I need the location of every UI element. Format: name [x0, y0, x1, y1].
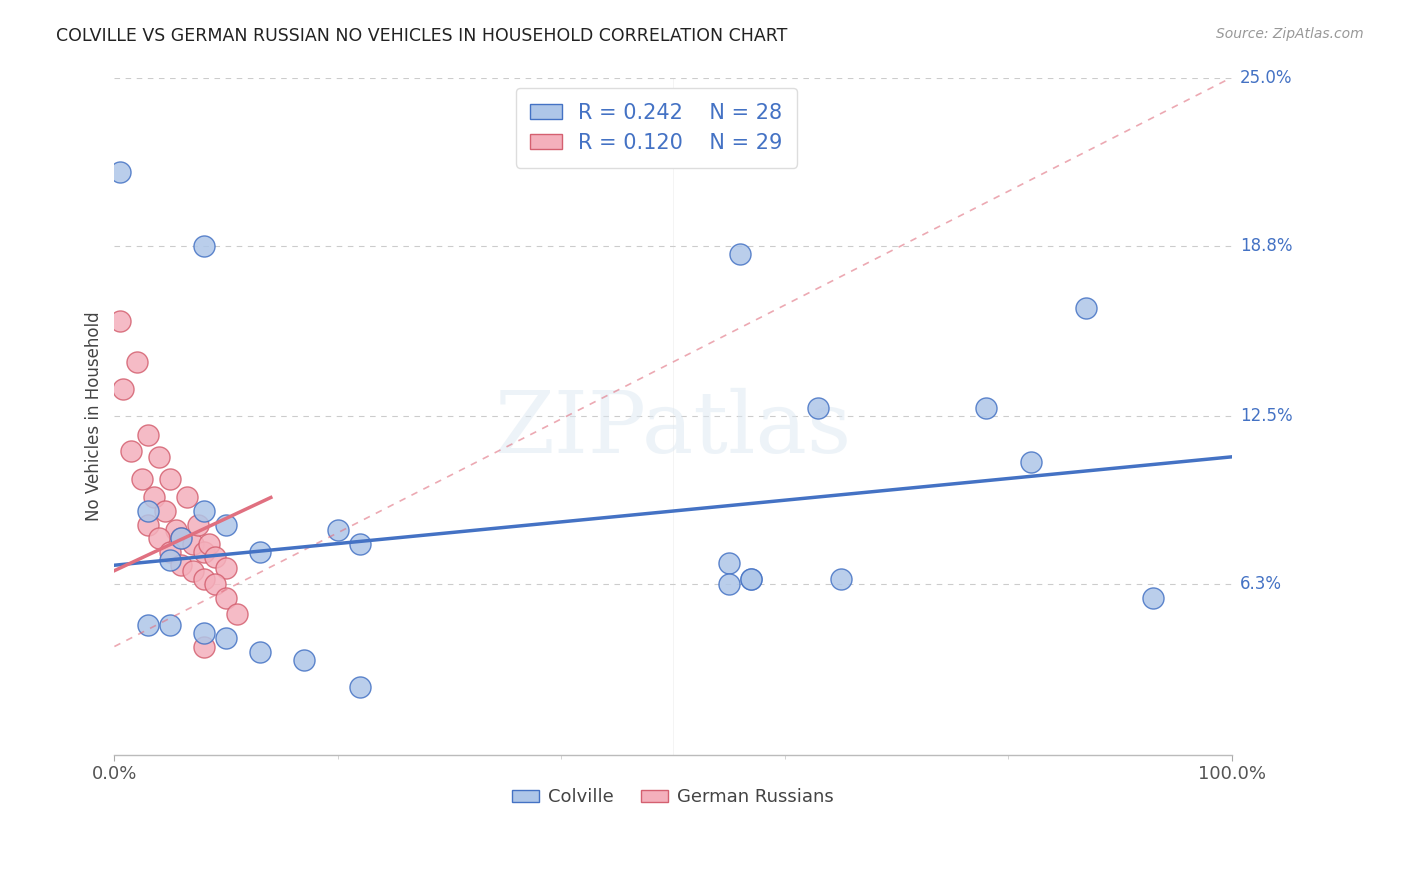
Point: [108, 314, 131, 328]
Point: [215, 632, 238, 646]
Text: 12.5%: 12.5%: [1240, 408, 1292, 425]
Point: [740, 572, 762, 586]
Point: [204, 550, 226, 565]
Point: [120, 444, 142, 458]
Point: [136, 618, 159, 632]
Point: [292, 653, 315, 667]
Y-axis label: No Vehicles in Household: No Vehicles in Household: [86, 311, 103, 521]
Point: [1019, 455, 1042, 469]
Point: [170, 558, 193, 573]
Point: [131, 471, 153, 485]
Point: [112, 382, 135, 396]
Point: [187, 517, 209, 532]
Point: [142, 491, 165, 505]
Point: [193, 626, 215, 640]
Text: ZIPatlas: ZIPatlas: [495, 388, 852, 471]
Point: [249, 645, 271, 659]
Point: [349, 680, 371, 694]
Point: [974, 401, 997, 415]
Point: [204, 577, 226, 591]
Point: [226, 607, 249, 621]
Point: [159, 553, 181, 567]
Point: [136, 428, 159, 442]
Text: 6.3%: 6.3%: [1240, 575, 1282, 593]
Point: [176, 491, 198, 505]
Point: [193, 572, 215, 586]
Point: [728, 246, 751, 260]
Point: [215, 517, 238, 532]
Point: [215, 591, 238, 605]
Point: [249, 544, 271, 558]
Point: [193, 504, 215, 518]
Point: [193, 238, 215, 252]
Point: [326, 523, 349, 537]
Point: [717, 556, 740, 570]
Point: [170, 531, 193, 545]
Point: [740, 572, 762, 586]
Point: [1076, 301, 1098, 315]
Legend: Colville, German Russians: Colville, German Russians: [505, 781, 841, 814]
Point: [215, 561, 238, 575]
Point: [193, 640, 215, 654]
Point: [181, 536, 204, 550]
Text: 25.0%: 25.0%: [1240, 69, 1292, 87]
Point: [159, 618, 181, 632]
Point: [159, 471, 181, 485]
Point: [193, 544, 215, 558]
Point: [148, 531, 170, 545]
Text: 18.8%: 18.8%: [1240, 236, 1292, 254]
Point: [170, 531, 193, 545]
Point: [159, 544, 181, 558]
Point: [136, 504, 159, 518]
Point: [1142, 591, 1164, 605]
Text: Source: ZipAtlas.com: Source: ZipAtlas.com: [1216, 27, 1364, 41]
Point: [153, 504, 176, 518]
Point: [349, 536, 371, 550]
Point: [148, 450, 170, 464]
Point: [807, 401, 830, 415]
Point: [125, 355, 148, 369]
Point: [136, 517, 159, 532]
Point: [717, 577, 740, 591]
Text: COLVILLE VS GERMAN RUSSIAN NO VEHICLES IN HOUSEHOLD CORRELATION CHART: COLVILLE VS GERMAN RUSSIAN NO VEHICLES I…: [56, 27, 787, 45]
Point: [830, 572, 852, 586]
Point: [181, 564, 204, 578]
Point: [165, 523, 187, 537]
Point: [198, 536, 221, 550]
Point: [108, 165, 131, 179]
